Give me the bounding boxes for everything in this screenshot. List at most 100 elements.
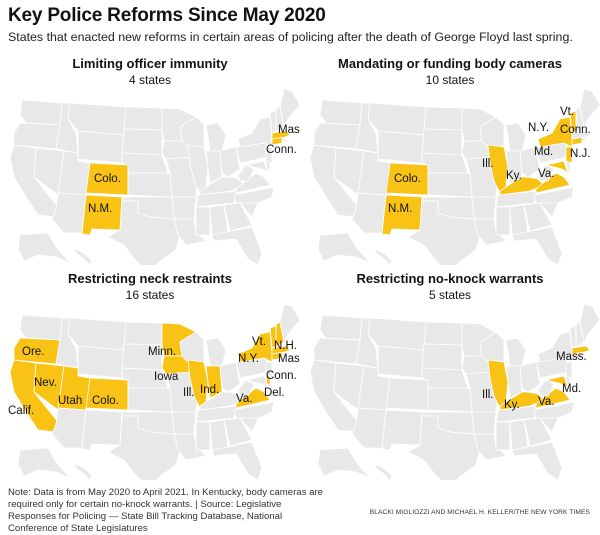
state-nh-highlighted	[275, 321, 285, 347]
chart-subtitle: States that enacted new reforms in certa…	[8, 30, 573, 44]
state-label-ny: N.Y.	[238, 353, 259, 365]
us-map: Colo. N.M. Mass. Conn.	[9, 88, 300, 265]
state-wy	[77, 130, 125, 164]
state-label-va: Va.	[538, 168, 554, 180]
state-label-ia: Iowa	[154, 371, 179, 383]
state-oh	[219, 146, 241, 178]
state-nj	[565, 361, 573, 379]
state-nd	[423, 106, 463, 131]
state-mt	[67, 102, 127, 136]
panel-title: Mandating or funding body cameras	[338, 56, 562, 71]
state-hi	[373, 248, 393, 265]
state-ak	[317, 447, 371, 479]
state-label-in: Ind.	[200, 384, 219, 396]
state-wa	[19, 99, 63, 126]
state-in-highlighted	[205, 365, 223, 399]
state-label-ma: Mass.	[556, 351, 587, 363]
state-fl	[211, 441, 263, 480]
state-ne	[421, 367, 469, 389]
state-wa	[319, 314, 363, 341]
state-ma-highlighted	[271, 130, 291, 140]
state-label-il: Ill.	[482, 158, 494, 170]
state-sd	[421, 128, 463, 156]
state-ne	[121, 152, 169, 174]
state-ne	[421, 152, 469, 174]
state-label-ma: Mass.	[278, 124, 300, 136]
state-nd	[123, 321, 163, 346]
state-ak	[17, 447, 71, 479]
state-label-ut: Utah	[58, 395, 82, 407]
state-ga	[223, 417, 253, 447]
state-nj	[265, 146, 273, 164]
state-nh	[575, 106, 585, 132]
panel-title: Restricting no-knock warrants	[356, 271, 544, 286]
footnote: Note: Data is from May 2020 to April 202…	[8, 487, 323, 534]
state-tx	[107, 415, 181, 480]
state-hi	[373, 463, 393, 480]
state-md-highlighted	[545, 160, 569, 174]
state-wv	[237, 164, 255, 182]
state-label-ct: Conn.	[560, 124, 591, 136]
state-wy	[77, 345, 125, 379]
state-label-ky: Ky.	[506, 170, 522, 182]
state-label-ma: Mass.	[278, 353, 300, 365]
state-fl	[511, 441, 563, 480]
panel-title: Limiting officer immunity	[72, 56, 228, 71]
state-label-vt: Vt.	[560, 106, 574, 118]
state-label-ny: N.Y.	[528, 122, 549, 134]
state-label-nv: Nev.	[34, 377, 57, 389]
state-me	[579, 303, 600, 343]
map-panel-neck-restraints: Restricting neck restraints 16 states Or…	[0, 265, 300, 480]
panel-title: Restricting neck restraints	[67, 271, 232, 286]
state-ma-highlighted	[571, 345, 591, 355]
state-in	[205, 150, 223, 184]
state-tn	[495, 405, 539, 423]
state-label-ct: Conn.	[266, 370, 297, 382]
state-nm	[81, 409, 123, 451]
state-tx	[407, 415, 481, 480]
state-nc	[533, 186, 575, 204]
state-mt	[67, 317, 127, 351]
state-tn	[195, 190, 239, 208]
state-az	[351, 192, 387, 234]
state-oh	[219, 361, 241, 393]
state-label-nj: N.J.	[570, 148, 590, 160]
state-az	[51, 407, 87, 449]
state-nj	[265, 361, 273, 379]
state-nm-highlighted	[381, 194, 423, 236]
state-in	[505, 150, 523, 184]
state-tx	[407, 200, 481, 265]
state-md	[245, 160, 269, 174]
state-az	[351, 407, 387, 449]
map-panel-officer-immunity: Limiting officer immunity 4 states Colo.…	[0, 50, 300, 265]
map-panel-no-knock-warrants: Restricting no-knock warrants 5 states I…	[300, 265, 600, 480]
state-ar	[171, 411, 197, 435]
state-wv	[537, 379, 555, 397]
state-ar	[171, 196, 197, 220]
state-mi	[505, 122, 527, 152]
state-nh	[575, 321, 585, 347]
state-fl	[211, 226, 263, 265]
state-mi	[205, 122, 227, 152]
state-label-co: Colo.	[92, 395, 119, 407]
state-label-ct: Conn.	[266, 144, 297, 156]
state-label-nh: N.H.	[274, 340, 297, 352]
state-label-md: Md.	[562, 383, 581, 395]
state-ms	[195, 421, 211, 451]
state-me	[579, 88, 600, 128]
panel-state-count: 4 states	[128, 73, 172, 87]
state-ms	[495, 421, 511, 451]
state-label-ky: Ky.	[504, 399, 520, 411]
state-wa	[19, 314, 63, 341]
state-label-nm: N.M.	[88, 203, 112, 215]
state-wy	[377, 130, 425, 164]
state-tn	[495, 190, 539, 208]
state-nc	[233, 401, 275, 419]
state-ks	[127, 387, 173, 413]
state-la	[473, 218, 507, 246]
state-co	[385, 377, 429, 411]
state-tn	[195, 405, 239, 423]
state-label-or: Ore.	[22, 346, 44, 358]
state-sd	[421, 343, 463, 371]
state-ar	[471, 411, 497, 435]
